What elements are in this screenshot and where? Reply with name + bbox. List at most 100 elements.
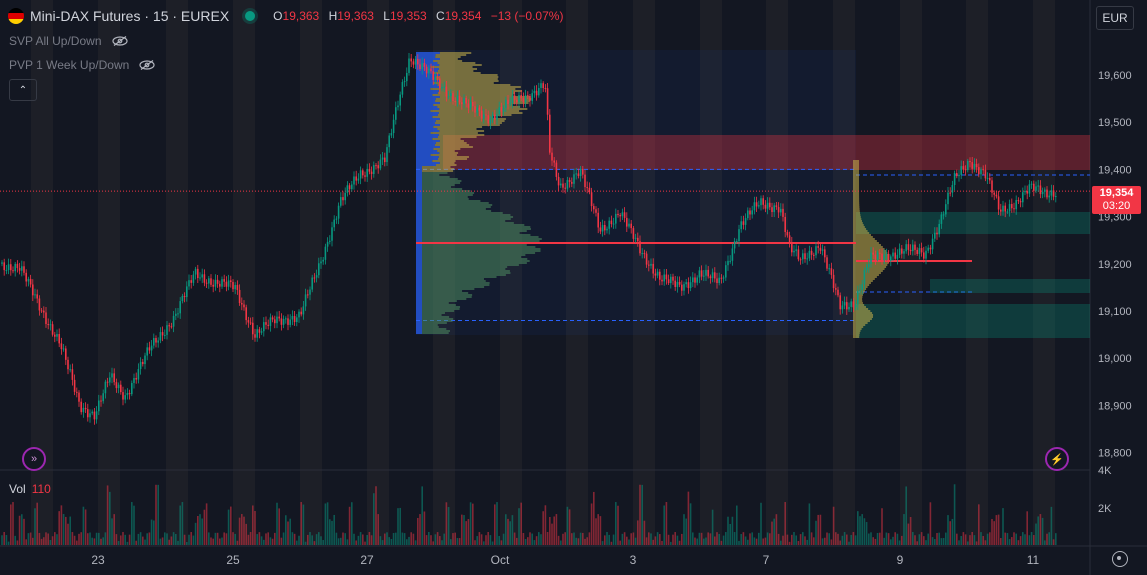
volume-bar <box>465 521 467 545</box>
candle-body <box>399 94 401 106</box>
volume-bar <box>716 532 718 545</box>
profile-bar-up <box>434 122 502 124</box>
profile-bar-up <box>853 204 860 206</box>
profile-bar-down <box>416 330 422 332</box>
candle-body <box>1004 205 1006 212</box>
profile-bar-up <box>422 172 448 174</box>
candle-body <box>535 90 538 96</box>
candle-body <box>227 280 230 287</box>
volume-bar <box>76 540 78 545</box>
volume-bar <box>5 535 8 545</box>
candle-body <box>89 413 91 418</box>
volume-bar <box>238 517 241 545</box>
candle-body <box>958 174 960 177</box>
profile-bar-up <box>422 192 475 194</box>
volume-bar <box>747 539 749 545</box>
indicator-pvp[interactable]: PVP 1 Week Up/Down <box>9 58 155 72</box>
volume-bar <box>793 532 795 545</box>
gear-icon[interactable] <box>1112 551 1128 567</box>
volume-bar <box>289 518 291 545</box>
profile-bar-up <box>422 226 531 228</box>
candle-body <box>212 284 214 287</box>
collapse-indicators-button[interactable]: ⌃ <box>9 79 37 101</box>
candle-body <box>991 180 993 193</box>
volume-bar <box>654 536 657 545</box>
eye-off-icon[interactable] <box>111 36 128 46</box>
volume-bar <box>49 539 52 545</box>
candle-body <box>142 361 144 365</box>
volume-bar <box>496 502 498 545</box>
candle-body <box>487 115 489 124</box>
candle-body <box>751 210 753 215</box>
profile-bar-up <box>422 252 536 254</box>
profile-bar-down <box>416 130 440 132</box>
volume-bar <box>12 502 14 545</box>
volume-bar <box>784 502 786 545</box>
candle-body <box>439 78 441 89</box>
candle-body <box>203 274 206 283</box>
volume-bar <box>542 511 544 545</box>
profile-bar-up <box>853 218 862 220</box>
volume-bar <box>1039 514 1042 545</box>
profile-bar-down <box>416 304 422 306</box>
candle-body <box>780 208 782 213</box>
candle-body <box>502 107 505 112</box>
volume-bar <box>274 532 276 545</box>
volume-bar <box>573 532 575 545</box>
volume-bar <box>1017 540 1020 545</box>
candle-body <box>791 241 793 253</box>
candle-body <box>313 277 316 279</box>
volume-bar <box>441 540 443 545</box>
volume-bar <box>905 486 907 545</box>
volume-bar <box>760 502 762 545</box>
candle-body <box>494 114 496 120</box>
volume-bar <box>472 503 474 545</box>
profile-bar-down <box>416 196 422 198</box>
profile-bar-down <box>416 160 433 162</box>
indicator-svp[interactable]: SVP All Up/Down <box>9 34 128 48</box>
candle-body <box>111 373 113 378</box>
volume-bar <box>934 539 936 545</box>
lightning-icon[interactable]: ⚡ <box>1045 447 1069 471</box>
candle-body <box>500 107 503 112</box>
candle-body <box>14 263 16 272</box>
candle-body <box>252 322 254 335</box>
candle-body <box>760 198 762 206</box>
session-band <box>233 0 255 545</box>
candle-body <box>942 214 945 216</box>
eye-off-icon[interactable] <box>139 60 155 70</box>
arrow-right-icon[interactable]: » <box>22 447 46 471</box>
candle-body <box>344 192 346 201</box>
symbol-title[interactable]: Mini-DAX Futures · 15 · EUREX <box>30 8 230 24</box>
volume-bar <box>170 536 173 545</box>
candle-body <box>527 95 529 97</box>
volume-bar <box>126 541 129 545</box>
candle-body <box>731 248 734 261</box>
candle-body <box>489 119 492 124</box>
session-band <box>833 0 855 545</box>
profile-bar-up <box>435 54 467 56</box>
candle-body <box>593 206 595 210</box>
candle-body <box>267 324 269 326</box>
candle-body <box>106 381 109 383</box>
volume-bar <box>544 505 547 545</box>
volume-bar <box>397 508 399 545</box>
currency-selector[interactable]: EUR <box>1096 6 1134 30</box>
profile-bar-down <box>416 156 439 158</box>
candle-body <box>676 281 679 288</box>
candle-body <box>370 171 373 174</box>
volume-bar <box>1041 517 1044 545</box>
candle-body <box>280 318 283 325</box>
volume-bar <box>452 533 454 545</box>
candle-body <box>223 279 225 282</box>
volume-bar <box>243 516 245 545</box>
candle-body <box>821 249 824 251</box>
profile-bar-down <box>416 102 440 104</box>
candle-body <box>260 331 263 333</box>
candle-body <box>529 96 531 101</box>
volume-bar <box>144 539 146 545</box>
volume-bar <box>480 534 483 545</box>
profile-bar-up <box>439 130 485 132</box>
volume-bar <box>271 538 274 545</box>
